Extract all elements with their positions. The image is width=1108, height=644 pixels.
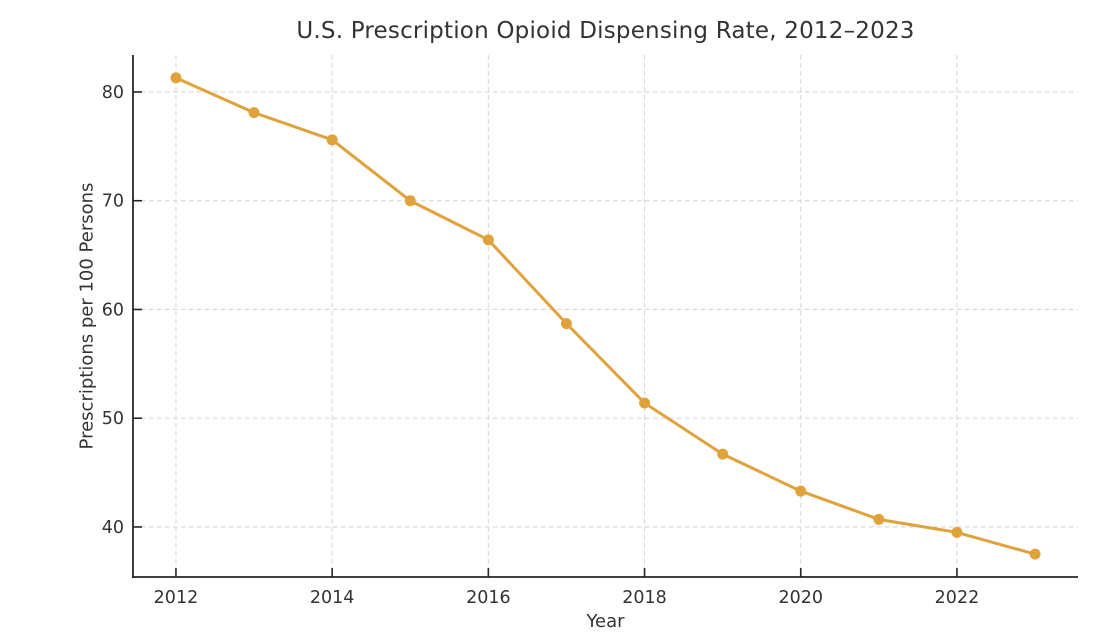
data-point-2016 [482, 234, 494, 246]
y-tick-label: 70 [102, 192, 124, 212]
data-line [174, 76, 1037, 556]
data-point-2013 [248, 107, 260, 119]
data-point-2022 [951, 526, 963, 538]
y-axis-label: Prescriptions per 100 Persons [76, 182, 98, 450]
x-axis-label: Year [586, 611, 625, 632]
data-point-2019 [717, 448, 729, 460]
data-point-2017 [560, 318, 572, 330]
y-tick-label: 60 [102, 300, 124, 320]
y-tick-label: 40 [102, 518, 124, 538]
data-point-2015 [404, 195, 416, 207]
y-tick-label: 80 [102, 83, 124, 103]
data-point-2018 [639, 397, 651, 409]
data-point-2021 [873, 513, 885, 525]
data-point-2023 [1029, 548, 1041, 560]
y-tick-label: 50 [102, 409, 124, 429]
x-tick-label: 2018 [622, 588, 667, 608]
data-point-2020 [795, 485, 807, 497]
chart-title: U.S. Prescription Opioid Dispensing Rate… [296, 18, 915, 44]
x-tick-label: 2014 [310, 588, 355, 608]
x-tick-label: 2020 [778, 588, 823, 608]
data-point-2012 [170, 72, 182, 84]
data-point-2014 [326, 134, 338, 146]
x-tick-label: 2016 [466, 588, 511, 608]
x-tick-label: 2012 [154, 588, 199, 608]
x-tick-label: 2022 [935, 588, 980, 608]
